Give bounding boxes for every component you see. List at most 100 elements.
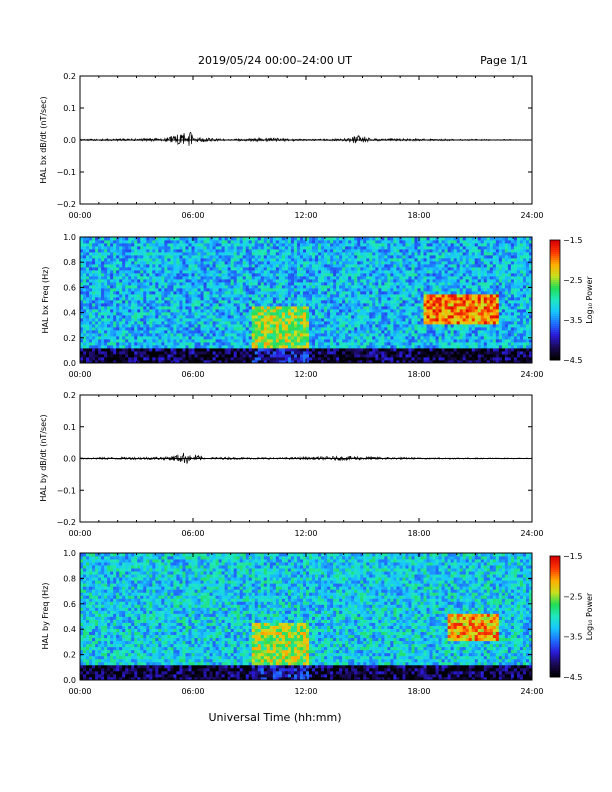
spectrogram-cell [86,306,90,310]
spectrogram-cell [122,246,126,250]
spectrogram-cell [387,264,391,268]
spectrogram-cell [390,333,394,337]
spectrogram-cell [173,285,177,289]
spectrogram-cell [269,261,274,265]
spectrogram-cell [185,333,189,337]
spectrogram-cell [357,261,361,265]
spectrogram-cell [116,324,120,328]
spectrogram-cell [318,330,322,334]
spectrogram-cell [245,342,250,346]
spectrogram-cell [143,330,147,334]
spectrogram-cell [315,342,319,346]
spectrogram-cell [113,258,117,262]
spectrogram-cell [366,291,370,295]
spectrogram-cell [221,348,226,352]
spectrogram-cell [408,351,412,355]
spectrogram-cell [263,351,268,355]
spectrogram-cell [363,291,367,295]
spectrogram-cell [333,345,337,349]
spectrogram-cell [396,318,400,322]
spectrogram-cell [248,258,253,262]
spectrogram-cell [104,315,108,319]
spectrogram-cell [242,318,247,322]
spectrogram-cell [164,282,168,286]
spectrogram-cell [360,243,364,247]
spectrogram-cell [227,252,232,256]
spectrogram-cell [185,339,189,343]
spectrogram-cell [200,249,204,253]
spectrogram-cell [426,243,430,247]
spectrogram-cell [423,315,427,319]
spectrogram-cell [80,357,84,361]
spectrogram-cell [137,309,141,313]
spectrogram-cell [104,333,108,337]
spectrogram-cell [218,237,223,241]
spectrogram-cell [399,342,403,346]
spectrogram-cell [113,360,117,364]
spectrogram-cell [312,342,316,346]
spectrogram-cell [248,330,253,334]
spectrogram-cell [330,354,334,358]
spectrogram-cell [119,264,123,268]
spectrogram-cell [224,285,229,289]
spectrogram-cell [86,309,90,313]
spectrogram-cell [396,324,400,328]
spectrogram-cell [239,249,244,253]
spectrogram-cell [293,360,298,364]
spectrogram-cell [393,255,397,259]
spectrogram-cell [158,342,162,346]
spectrogram-cell [306,282,310,286]
spectrogram-cell [98,312,102,316]
spectrogram-cell [107,264,111,268]
spectrogram-cell [164,297,168,301]
spectrogram-cell [345,246,349,250]
spectrogram-cell [200,348,204,352]
spectrogram-cell [296,354,301,358]
spectrogram-cell [110,303,114,307]
spectrogram-cell [402,285,406,289]
spectrogram-cell [366,297,370,301]
spectrogram-cell [269,240,274,244]
spectrogram-cell [83,246,87,250]
spectrogram-cell [269,354,274,358]
spectrogram-cell [387,321,391,325]
spectrogram-cell [203,249,207,253]
spectrogram-cell [336,252,340,256]
spectrogram-cell [351,291,355,295]
spectrogram-cell [218,249,223,253]
spectrogram-cell [408,258,412,262]
spectrogram-cell [366,243,370,247]
spectrogram-cell [107,324,111,328]
spectrogram-cell [254,333,259,337]
spectrogram-cell [134,282,138,286]
spectrogram-cell [272,333,277,337]
spectrogram-cell [83,303,87,307]
spectrogram-cell [203,300,207,304]
spectrogram-cell [348,291,352,295]
spectrogram-cell [107,309,111,313]
spectrogram-cell [330,303,334,307]
spectrogram-cell [251,330,256,334]
spectrogram-cell [306,312,310,316]
spectrogram-cell [176,312,180,316]
spectrogram-cell [339,261,343,265]
spectrogram-cell [369,318,373,322]
spectrogram-cell [336,327,340,331]
spectrogram-cell [345,267,349,271]
spectrogram-cell [167,354,171,358]
x-tick-label: 18:00 [407,211,430,220]
spectrogram-cell [203,276,207,280]
spectrogram-cell [390,348,394,352]
spectrogram-cell [266,252,271,256]
spectrogram-cell [113,339,117,343]
spectrogram-cell [336,354,340,358]
spectrogram-cell [212,354,216,358]
spectrogram-cell [239,240,244,244]
spectrogram-cell [408,279,412,283]
spectrogram-cell [242,249,247,253]
spectrogram-cell [143,282,147,286]
spectrogram-cell [369,258,373,262]
spectrogram-cell [194,297,198,301]
spectrogram-cell [122,243,126,247]
spectrogram-cell [242,306,247,310]
